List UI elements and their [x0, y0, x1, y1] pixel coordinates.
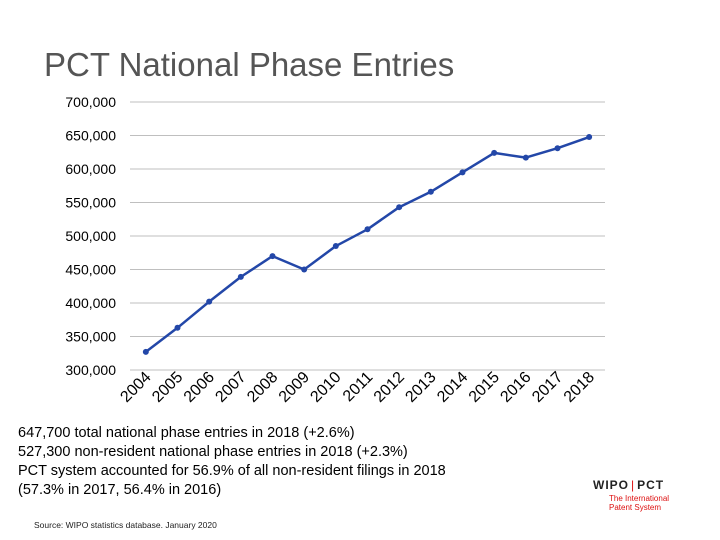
- data-point: [396, 204, 403, 211]
- data-point: [142, 348, 149, 355]
- data-point: [269, 253, 276, 260]
- data-point: [206, 298, 213, 305]
- x-tick-label: 2017: [529, 369, 566, 406]
- note-line: PCT system accounted for 56.9% of all no…: [18, 463, 446, 479]
- logo-wordmark: WIPO | PCT: [593, 478, 703, 492]
- chart-title: PCT National Phase Entries: [44, 46, 455, 83]
- logo-pct: PCT: [637, 478, 665, 492]
- y-tick-label: 500,000: [65, 228, 116, 244]
- note-line: 647,700 total national phase entries in …: [18, 425, 355, 441]
- logo-tagline-line: The International: [609, 494, 670, 503]
- wipo-pct-logo: WIPO | PCT The International Patent System: [593, 478, 703, 512]
- x-tick-label: 2012: [371, 369, 408, 406]
- data-point: [459, 169, 466, 176]
- y-tick-label: 650,000: [65, 128, 116, 144]
- x-axis-tick-labels: 2004200520062007200820092010201120122013…: [117, 369, 598, 406]
- data-point: [586, 134, 593, 141]
- y-axis-tick-labels: 300,000 350,000 400,000 450,000 500,000 550,0…: [65, 94, 116, 378]
- x-tick-label: 2015: [466, 369, 503, 406]
- x-tick-label: 2004: [117, 369, 154, 406]
- x-tick-label: 2007: [212, 369, 249, 406]
- y-tick-label: 700,000: [65, 94, 116, 110]
- logo-tagline-line: Patent System: [609, 503, 662, 512]
- data-point: [364, 226, 371, 233]
- logo-separator: |: [631, 478, 636, 492]
- x-tick-label: 2016: [497, 369, 534, 406]
- y-tick-label: 400,000: [65, 295, 116, 311]
- note-line: (57.3% in 2017, 56.4% in 2016): [18, 482, 222, 498]
- x-tick-label: 2008: [244, 369, 281, 406]
- x-tick-label: 2006: [181, 369, 218, 406]
- x-tick-label: 2009: [276, 369, 313, 406]
- x-tick-label: 2018: [561, 369, 598, 406]
- logo-wipo: WIPO: [593, 478, 629, 492]
- y-tick-label: 350,000: [65, 329, 116, 345]
- y-tick-label: 600,000: [65, 161, 116, 177]
- x-tick-label: 2013: [402, 369, 439, 406]
- note-line: 527,300 non-resident national phase entr…: [18, 444, 408, 460]
- line-chart: 300,000 350,000 400,000 450,000 500,000 550,0…: [65, 94, 605, 406]
- gridlines: [130, 101, 605, 371]
- data-point: [237, 273, 244, 280]
- summary-notes: 647,700 total national phase entries in …: [18, 424, 446, 500]
- source-note: Source: WIPO statistics database. Januar…: [34, 520, 217, 530]
- series-markers: [142, 134, 593, 355]
- logo-tagline: The International Patent System: [609, 494, 703, 512]
- data-point: [522, 154, 529, 161]
- x-tick-label: 2005: [149, 369, 186, 406]
- data-point: [332, 243, 339, 250]
- y-tick-label: 550,000: [65, 195, 116, 211]
- data-point: [491, 149, 498, 156]
- x-tick-label: 2014: [434, 369, 471, 406]
- x-tick-label: 2010: [307, 369, 344, 406]
- data-point: [301, 266, 308, 273]
- data-point: [174, 324, 181, 331]
- y-tick-label: 300,000: [65, 362, 116, 378]
- y-tick-label: 450,000: [65, 262, 116, 278]
- data-point: [554, 145, 561, 152]
- x-tick-label: 2011: [340, 369, 376, 405]
- data-point: [427, 188, 434, 195]
